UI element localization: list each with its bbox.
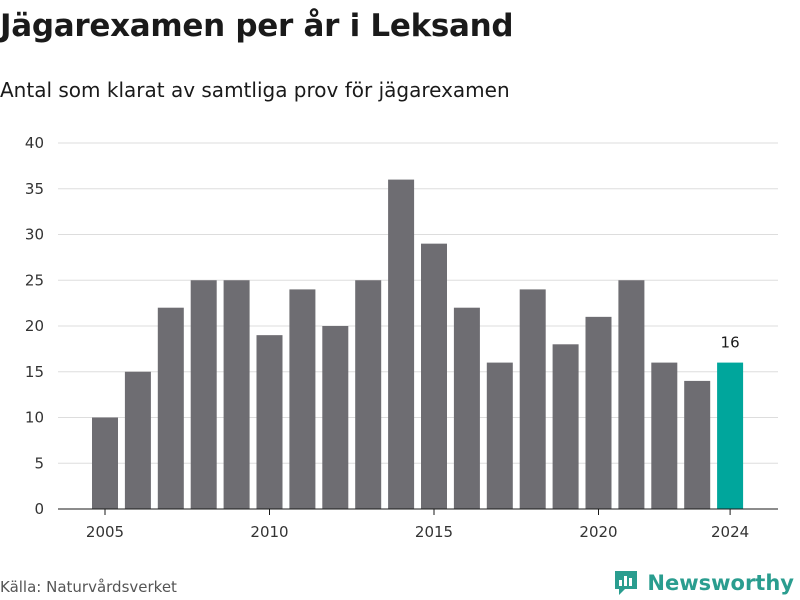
y-axis-ticks: 0 5 10 15 20 25 30 35 40 bbox=[25, 134, 44, 518]
brand-logo: Newsworthy bbox=[613, 569, 794, 597]
bar-2022 bbox=[651, 362, 678, 509]
bar-2018 bbox=[519, 289, 546, 509]
bar-2014 bbox=[388, 179, 415, 509]
bar-2013 bbox=[355, 280, 382, 509]
x-tick-label: 2005 bbox=[86, 523, 124, 541]
page-subtitle: Antal som klarat av samtliga prov för jä… bbox=[0, 78, 510, 102]
y-tick-label: 20 bbox=[25, 317, 44, 335]
x-tick-label: 2020 bbox=[579, 523, 617, 541]
bar-2012 bbox=[322, 326, 349, 509]
bar-2011 bbox=[289, 289, 316, 509]
source-note: Källa: Naturvårdsverket bbox=[0, 578, 177, 596]
y-tick-label: 25 bbox=[25, 271, 44, 289]
bar-2020 bbox=[585, 316, 612, 509]
x-tick-label: 2015 bbox=[415, 523, 453, 541]
bar-2016 bbox=[453, 307, 480, 509]
y-tick-label: 40 bbox=[25, 134, 44, 152]
bar-2010 bbox=[256, 335, 283, 509]
x-tick-label: 2024 bbox=[711, 523, 749, 541]
y-tick-label: 35 bbox=[25, 180, 44, 198]
bar-2009 bbox=[223, 280, 250, 509]
bar-2005 bbox=[92, 417, 118, 509]
newsworthy-icon bbox=[615, 571, 638, 595]
bar-value-label: 16 bbox=[721, 334, 740, 352]
x-tick-label: 2010 bbox=[250, 523, 288, 541]
bar-2007 bbox=[157, 307, 184, 509]
bar-2008 bbox=[190, 280, 217, 509]
y-tick-label: 0 bbox=[34, 500, 44, 518]
bar-2017 bbox=[486, 362, 513, 509]
bars: 16 bbox=[92, 179, 744, 509]
bar-2015 bbox=[421, 243, 447, 509]
page-title: Jägarexamen per år i Leksand bbox=[0, 8, 514, 44]
y-tick-label: 30 bbox=[25, 226, 44, 244]
x-axis-ticks: 2005 2010 2015 2020 2024 bbox=[86, 509, 749, 541]
bar-chart: 0 5 10 15 20 25 30 35 40 16 2005 2010 2015 2020 2024 bbox=[25, 134, 778, 541]
bar-2019 bbox=[552, 344, 579, 509]
y-tick-label: 15 bbox=[25, 363, 44, 381]
bar-2024 bbox=[717, 362, 744, 509]
brand-name: Newsworthy bbox=[647, 571, 794, 595]
y-tick-label: 5 bbox=[34, 454, 44, 472]
bar-2006 bbox=[124, 371, 151, 509]
y-tick-label: 10 bbox=[25, 409, 44, 427]
bar-2021 bbox=[618, 280, 645, 509]
bar-2023 bbox=[684, 380, 711, 509]
